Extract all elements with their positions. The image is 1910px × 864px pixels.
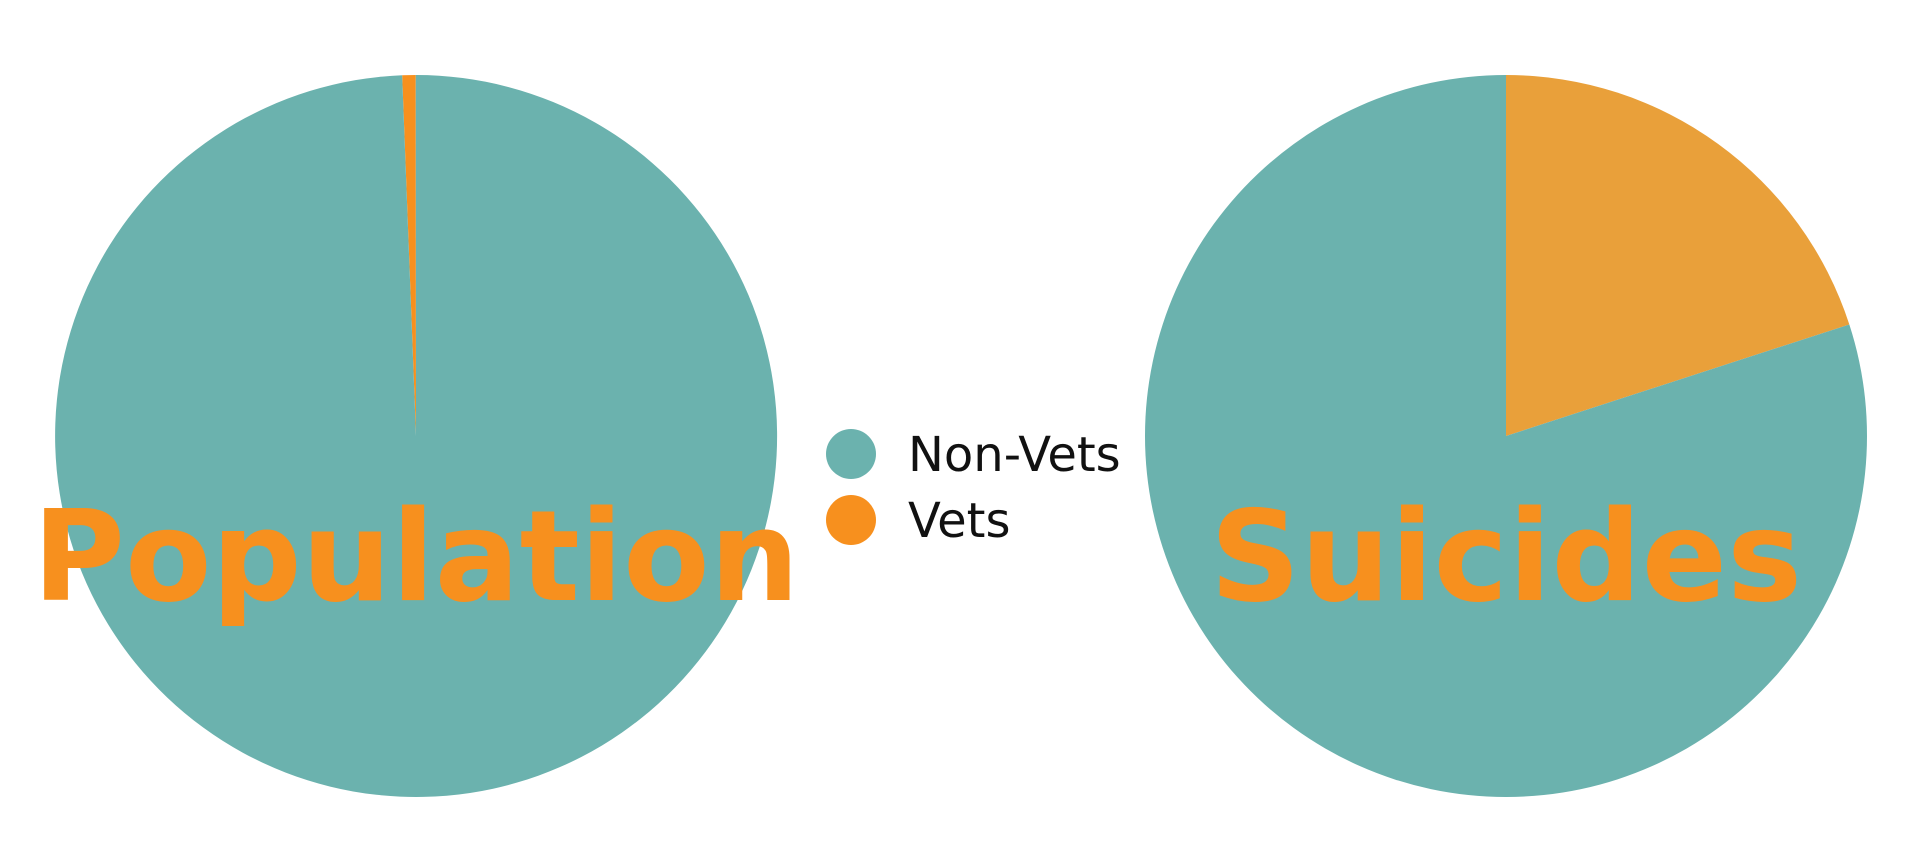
suicides-slice-non-vets — [1145, 75, 1867, 797]
suicides-pie-chart — [1145, 75, 1867, 797]
legend-label-non-vets: Non-Vets — [908, 427, 1121, 483]
suicides-pie-title: Suicides — [1210, 483, 1802, 630]
legend-item-vets: Vets — [826, 493, 1010, 549]
population-slice-vets — [402, 75, 416, 436]
legend-item-non-vets: Non-Vets — [826, 427, 1121, 483]
population-pie-chart — [55, 74, 778, 797]
legend-swatch-non-vets — [826, 429, 876, 479]
legend-swatch-vets — [826, 495, 876, 545]
legend: Non-Vets Vets — [826, 427, 1121, 549]
population-pie-title: Population — [33, 483, 800, 630]
suicides-slice-vets — [1506, 75, 1850, 436]
legend-label-vets: Vets — [908, 493, 1010, 549]
population-slice-non-vets — [55, 74, 778, 797]
